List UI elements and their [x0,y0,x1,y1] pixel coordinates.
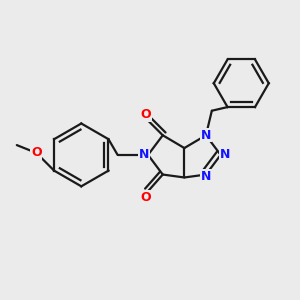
Text: N: N [139,148,149,161]
Text: N: N [219,148,230,161]
Text: N: N [201,129,211,142]
Text: O: O [31,146,42,159]
Text: O: O [141,108,152,121]
Text: O: O [141,190,152,204]
Text: N: N [201,170,211,183]
